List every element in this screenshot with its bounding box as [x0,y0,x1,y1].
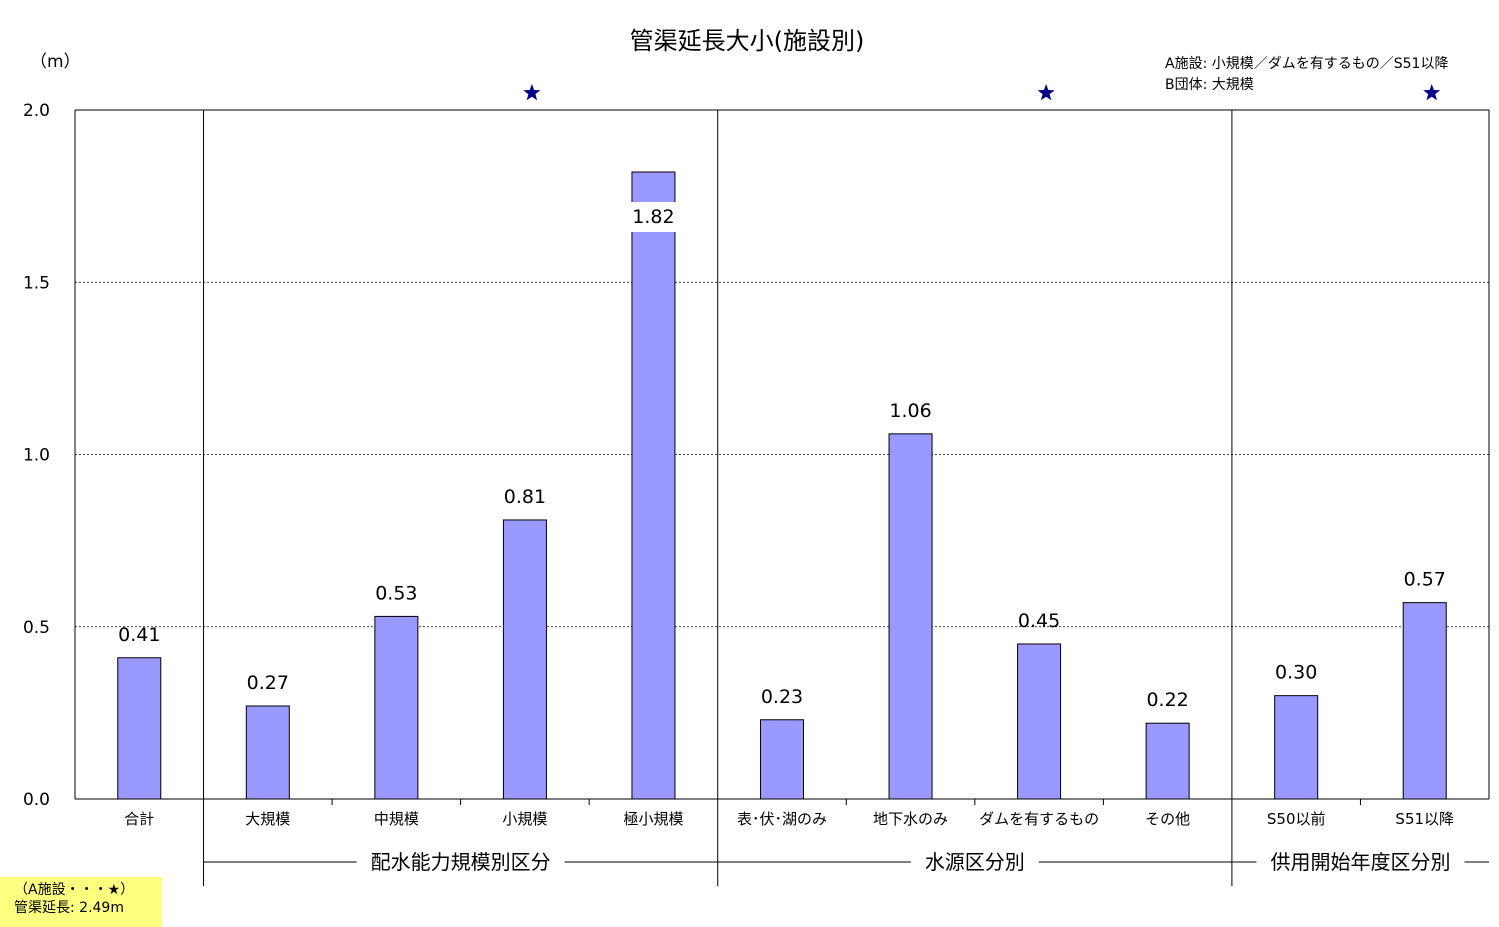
value-label: 1.82 [632,206,674,228]
bar [1145,722,1190,800]
bar [1274,695,1319,800]
star-markers [523,84,1441,101]
y-tick-label: 0.0 [23,790,50,810]
category-label: 大規模 [245,810,290,828]
value-label: 0.22 [1146,689,1188,711]
category-label: 表･伏･湖のみ [737,810,827,828]
y-tick-labels: 0.0 0.5 1.0 1.5 2.0 [23,101,50,810]
category-label: 中規模 [374,810,419,828]
category-labels: 合計 大規模 中規模 小規模 極小規模 表･伏･湖のみ 地下水のみ ダムを有するもの その他 S5… [124,810,1454,828]
chart-title: 管渠延長大小(施設別) [630,27,865,55]
bar [374,615,419,800]
category-label: S51以降 [1395,810,1454,828]
category-label: 合計 [124,810,154,828]
value-label: 0.53 [375,582,417,604]
value-label-bg [627,202,680,233]
bar [631,171,676,800]
bar [117,657,162,800]
value-label: 1.06 [889,400,931,422]
star-icon [1423,84,1441,101]
group-label: 配水能力規模別区分 [371,850,551,874]
value-label: 0.57 [1404,569,1446,591]
category-label: 極小規模 [623,810,683,828]
y-tick-label: 1.0 [23,446,50,466]
bar [1017,643,1062,800]
annotation-note: （A施設・・・★） 管渠延長: 2.49m [0,877,162,927]
group-label: 水源区分別 [925,850,1025,874]
category-label: 小規模 [502,810,547,828]
y-tick-label: 2.0 [23,101,50,121]
value-label: 0.41 [118,624,160,646]
bar [760,719,804,800]
category-label: ダムを有するもの [979,810,1099,828]
group-separators [203,110,1233,886]
value-label: 0.45 [1018,610,1060,632]
bar [502,519,547,800]
bar [888,433,933,800]
category-label: S50以前 [1267,810,1326,828]
grid-lines [75,281,1489,628]
value-label: 0.27 [247,672,289,694]
bars [117,171,1447,800]
value-label: 0.30 [1275,662,1317,684]
legend-line-a: A施設: 小規模／ダムを有するもの／S51以降 [1165,56,1448,72]
star-icon [523,84,541,101]
bar [1402,602,1447,800]
y-unit-label: （m） [30,52,81,72]
category-label: その他 [1145,810,1190,828]
group-labels: 配水能力規模別区分 水源区分別 供用開始年度区分別 [203,850,1489,874]
y-tick-label: 0.5 [23,618,50,638]
bar [245,705,290,800]
value-label: 0.81 [504,486,546,508]
y-tick-label: 1.5 [23,273,50,293]
legend-line-b: B団体: 大規模 [1165,77,1254,93]
star-icon [1037,84,1055,101]
group-label: 供用開始年度区分別 [1270,850,1450,874]
category-label: 地下水のみ [873,810,948,828]
value-label: 0.23 [761,686,803,708]
value-labels: 0.41 0.27 0.53 0.81 1.82 0.23 1.06 0.45 0.22 0.30… [118,202,1446,711]
note-line-1: （A施設・・・★） [14,882,135,898]
note-line-2: 管渠延長: 2.49m [14,900,124,916]
axes [74,109,1490,805]
